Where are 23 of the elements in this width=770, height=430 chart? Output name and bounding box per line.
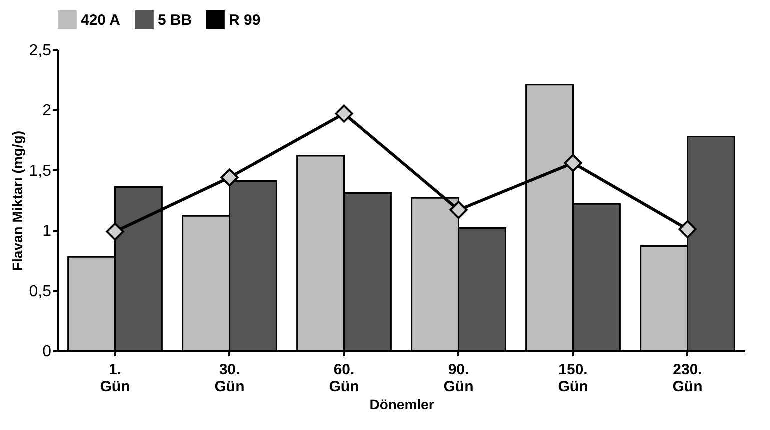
legend-label: 5 BB (158, 12, 192, 29)
point (335, 104, 354, 123)
point (450, 201, 468, 220)
y-axis-title: Flavan Miktarı (mg/g) (9, 130, 26, 272)
x-tick-label: 60. Gün (329, 362, 360, 396)
legend-label: 420 A (81, 12, 121, 29)
y-tick-label: 1,5 (29, 162, 52, 180)
point (106, 222, 124, 241)
x-tick-label: 230. Gün (672, 362, 703, 396)
legend-label: R 99 (229, 12, 261, 29)
y-tick-label: 2,5 (29, 42, 52, 60)
point (220, 168, 239, 187)
x-tick-label: 90. Gün (444, 362, 474, 396)
point (564, 154, 582, 172)
x-tick-label: 1. Gün (100, 362, 130, 396)
point (678, 220, 697, 238)
y-tick-label: 0,5 (29, 283, 52, 300)
x-axis-title: Dönemler (370, 396, 435, 412)
y-tick-label: 0 (42, 344, 52, 360)
x-tick-label: 150. Gün (558, 362, 588, 396)
y-tick-label: 1 (42, 223, 52, 240)
x-tick-label: 30. Gün (214, 362, 245, 396)
y-tick-label: 2 (42, 102, 52, 120)
